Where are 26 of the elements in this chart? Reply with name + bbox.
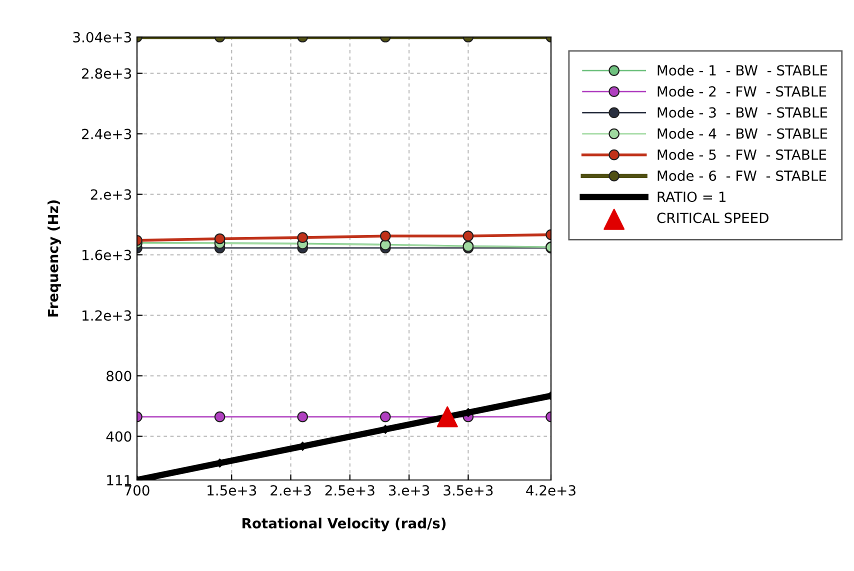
y-tick-label: 2.e+3 [90, 189, 132, 200]
legend-label: Mode - 2 - FW - STABLE [658, 86, 826, 97]
x-tick-label: 3.5e+3 [444, 485, 493, 496]
legend-label: Mode - 1 - BW - STABLE [658, 64, 828, 76]
legend-label: Mode - 4 - BW - STABLE [658, 128, 828, 139]
legend-label: CRITICAL SPEED [657, 212, 768, 224]
y-tick-label: 400 [106, 431, 132, 442]
x-tick-label: 1.5e+3 [208, 485, 256, 496]
y-tick-label: 2.4e+3 [82, 128, 132, 140]
y-tick-label: 3.04e+3 [73, 32, 132, 42]
x-tick-label: 700 [124, 485, 150, 496]
y-tick-label: 1.2e+3 [82, 310, 132, 321]
legend-label: Mode - 6 - FW - STABLE [658, 170, 826, 181]
x-tick-label: 2.e+3 [270, 485, 311, 496]
legend-label: Mode - 3 - BW - STABLE [658, 106, 828, 118]
x-tick-label: 2.5e+3 [325, 485, 374, 496]
y-tick-label: 2.8e+3 [82, 68, 132, 79]
legend-label: RATIO = 1 [658, 192, 726, 202]
x-axis-title: Rotational Velocity (rad/s) [242, 518, 446, 532]
y-tick-label: 800 [106, 370, 132, 382]
legend-label: Mode - 5 - FW - STABLE [658, 149, 826, 160]
y-tick-label: 111 [107, 475, 131, 486]
y-axis-title: Frequency (Hz) [48, 200, 62, 316]
x-tick-label: 4.2e+3 [526, 485, 576, 496]
y-tick-label: 1.6e+3 [82, 250, 132, 260]
x-tick-label: 3.e+3 [388, 485, 430, 496]
